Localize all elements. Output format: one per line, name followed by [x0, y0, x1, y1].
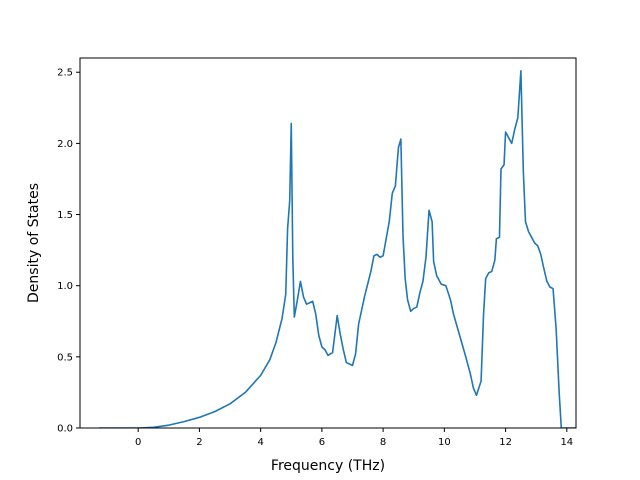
y-axis-label: Density of States	[26, 183, 42, 303]
plot-area	[99, 70, 576, 428]
axes-frame	[79, 57, 577, 429]
x-tick-label: 2	[196, 437, 202, 448]
x-tick-label: 12	[499, 437, 512, 448]
x-axis-ticks: 0 2 4 6 8 10 12 14	[135, 428, 573, 448]
y-tick-label: 2.0	[57, 139, 73, 150]
x-axis-label: Frequency (THz)	[271, 458, 385, 474]
y-tick-label: 0.0	[57, 424, 73, 435]
dos-series-line-0	[99, 70, 576, 428]
x-tick-label: 14	[560, 437, 573, 448]
y-tick-label: 0.5	[57, 352, 73, 363]
x-tick-label: 0	[135, 437, 141, 448]
y-tick-label: 1.0	[57, 281, 73, 292]
y-tick-label: 1.5	[57, 210, 73, 221]
y-tick-label: 2.5	[57, 68, 73, 79]
y-axis-ticks: 0.0 0.5 1.0 1.5 2.0 2.5	[57, 68, 80, 435]
x-tick-label: 6	[319, 437, 325, 448]
x-tick-label: 8	[380, 437, 386, 448]
x-tick-label: 10	[438, 437, 451, 448]
x-tick-label: 4	[257, 437, 263, 448]
